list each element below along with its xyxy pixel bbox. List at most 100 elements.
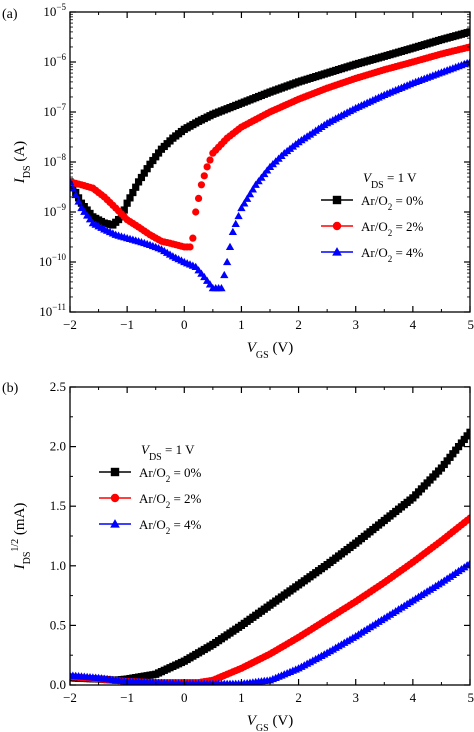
series-square: [70, 28, 470, 229]
y-tick-label: 10−10: [39, 252, 67, 269]
label-rest: (V): [269, 713, 294, 729]
legend-name-pre: Ar/O: [361, 193, 388, 208]
data-point: [237, 203, 246, 212]
data-point: [228, 227, 237, 236]
x-tick-label: 2: [295, 690, 302, 705]
data-point: [466, 514, 470, 522]
tick-exponent: −6: [56, 52, 66, 62]
data-point: [126, 194, 134, 202]
x-tick-label: −2: [63, 690, 77, 705]
data-point: [197, 181, 206, 189]
legend-item: Ar/O2 = 4%: [321, 245, 424, 264]
legend: VDS = 1 VAr/O2 = 0%Ar/O2 = 2%Ar/O2 = 4%: [99, 442, 202, 536]
label-rest: = 1 V: [162, 442, 195, 457]
series-square: [70, 428, 470, 684]
label-superscript: 1/2: [10, 539, 21, 552]
x-tick-label: −2: [63, 317, 77, 332]
legend-item: Ar/O2 = 0%: [99, 465, 202, 484]
tick-base: 10: [43, 204, 56, 219]
y-tick-label: 2.0: [50, 439, 66, 454]
x-tick-label: 3: [352, 690, 359, 705]
data-point: [71, 190, 80, 199]
x-axis-title: VGS (V): [247, 340, 294, 361]
tick-base: 10: [43, 154, 56, 169]
plot-area: [70, 28, 470, 292]
data-point: [149, 156, 157, 165]
data-point: [206, 156, 214, 164]
label-subscript: DS: [22, 552, 33, 565]
legend-name-pre: Ar/O: [361, 219, 388, 234]
tick-exponent: −9: [56, 202, 66, 212]
legend-name-subscript: 2: [166, 474, 171, 484]
y-tick-label: 10−11: [39, 302, 66, 319]
data-point: [146, 160, 154, 168]
legend-marker: [332, 247, 342, 256]
tick-exponent: −5: [56, 2, 66, 12]
y-tick-label: 10−9: [43, 202, 66, 219]
y-tick-label: 0.0: [50, 677, 66, 692]
data-point: [74, 197, 83, 205]
legend-name-subscript: 2: [166, 526, 171, 536]
data-point: [186, 243, 194, 251]
tick-base: 10: [43, 54, 56, 69]
x-tick-label: 0: [181, 317, 188, 332]
label-main: V: [363, 170, 373, 185]
legend-name-subscript: 2: [166, 500, 171, 510]
y-tick-label: 1.5: [50, 498, 66, 513]
tick-exponent: −8: [56, 152, 66, 162]
tick-exponent: −11: [52, 302, 66, 312]
panel-label: (a): [2, 7, 18, 22]
legend-name-post: = 2%: [170, 491, 201, 506]
tick-base: 10: [39, 254, 52, 269]
data-point: [134, 178, 143, 186]
legend-marker: [332, 221, 342, 231]
legend-item: Ar/O2 = 2%: [321, 219, 424, 238]
label-main: I: [12, 177, 28, 184]
tick-exponent: −10: [52, 252, 67, 262]
x-tick-label: 1: [238, 690, 245, 705]
data-point: [203, 163, 211, 171]
legend-header: VDS = 1 V: [141, 442, 195, 463]
legend-marker: [110, 493, 120, 503]
data-point: [240, 199, 249, 207]
x-tick-label: 2: [295, 317, 302, 332]
legend-marker: [110, 467, 120, 477]
data-point: [245, 189, 255, 198]
data-point: [248, 185, 257, 193]
legend-name-post: = 4%: [170, 517, 201, 532]
legend-label: Ar/O2 = 2%: [139, 491, 202, 510]
legend-name-subscript: 2: [388, 254, 393, 264]
data-point: [466, 428, 470, 436]
label-subscript: DS: [371, 180, 384, 191]
legend-name-post: = 4%: [392, 245, 423, 260]
label-main: V: [141, 442, 151, 457]
data-point: [234, 211, 243, 220]
data-point: [243, 194, 252, 202]
label-rest: (V): [269, 340, 294, 356]
legend-name-post: = 2%: [392, 219, 423, 234]
y-tick-label: 10−6: [43, 52, 66, 69]
legend-label: Ar/O2 = 2%: [361, 219, 424, 238]
x-tick-label: 5: [468, 690, 474, 705]
series-triangle: [70, 559, 470, 685]
legend-name-pre: Ar/O: [139, 517, 166, 532]
y-tick-label: 0.5: [50, 617, 66, 632]
data-point: [463, 561, 470, 569]
label-rest: (mA): [12, 503, 28, 539]
legend-label: Ar/O2 = 0%: [361, 193, 424, 212]
label-rest: = 1 V: [384, 170, 417, 185]
y-tick-label: 1.0: [50, 558, 66, 573]
label-subscript: GS: [256, 350, 269, 361]
y-tick-label: 10−8: [43, 152, 66, 169]
data-point: [200, 172, 208, 180]
label-subscript: DS: [149, 452, 162, 463]
label-main: V: [247, 340, 258, 356]
legend-name-post: = 0%: [392, 193, 423, 208]
tick-exponent: −7: [56, 102, 66, 112]
data-point: [465, 559, 470, 567]
y-axis-title: IDS1/2 (mA): [10, 503, 33, 571]
legend-name-post: = 0%: [170, 465, 201, 480]
legend-item: Ar/O2 = 0%: [321, 193, 424, 212]
